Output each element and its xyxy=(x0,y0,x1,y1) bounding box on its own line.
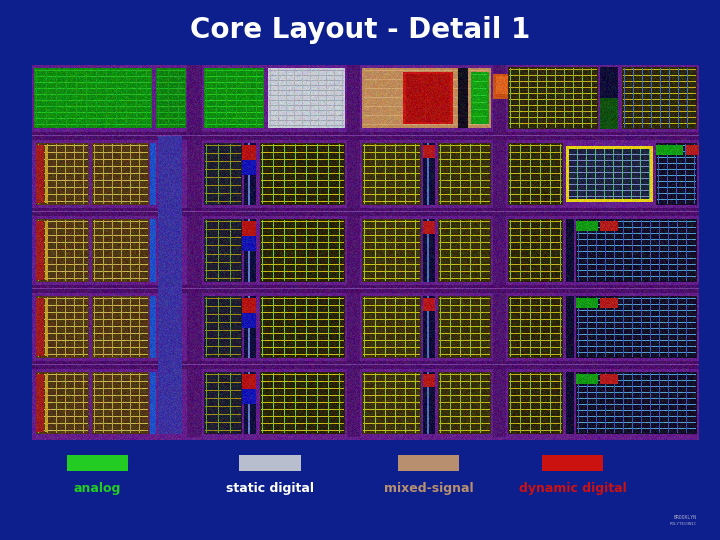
Text: dynamic digital: dynamic digital xyxy=(518,482,626,495)
Text: static digital: static digital xyxy=(226,482,314,495)
Text: mixed-signal: mixed-signal xyxy=(384,482,473,495)
Text: POLYTECHNIC: POLYTECHNIC xyxy=(670,522,697,526)
Text: analog: analog xyxy=(73,482,121,495)
Text: BROOKLYN: BROOKLYN xyxy=(674,515,697,520)
Text: Core Layout - Detail 1: Core Layout - Detail 1 xyxy=(190,16,530,44)
